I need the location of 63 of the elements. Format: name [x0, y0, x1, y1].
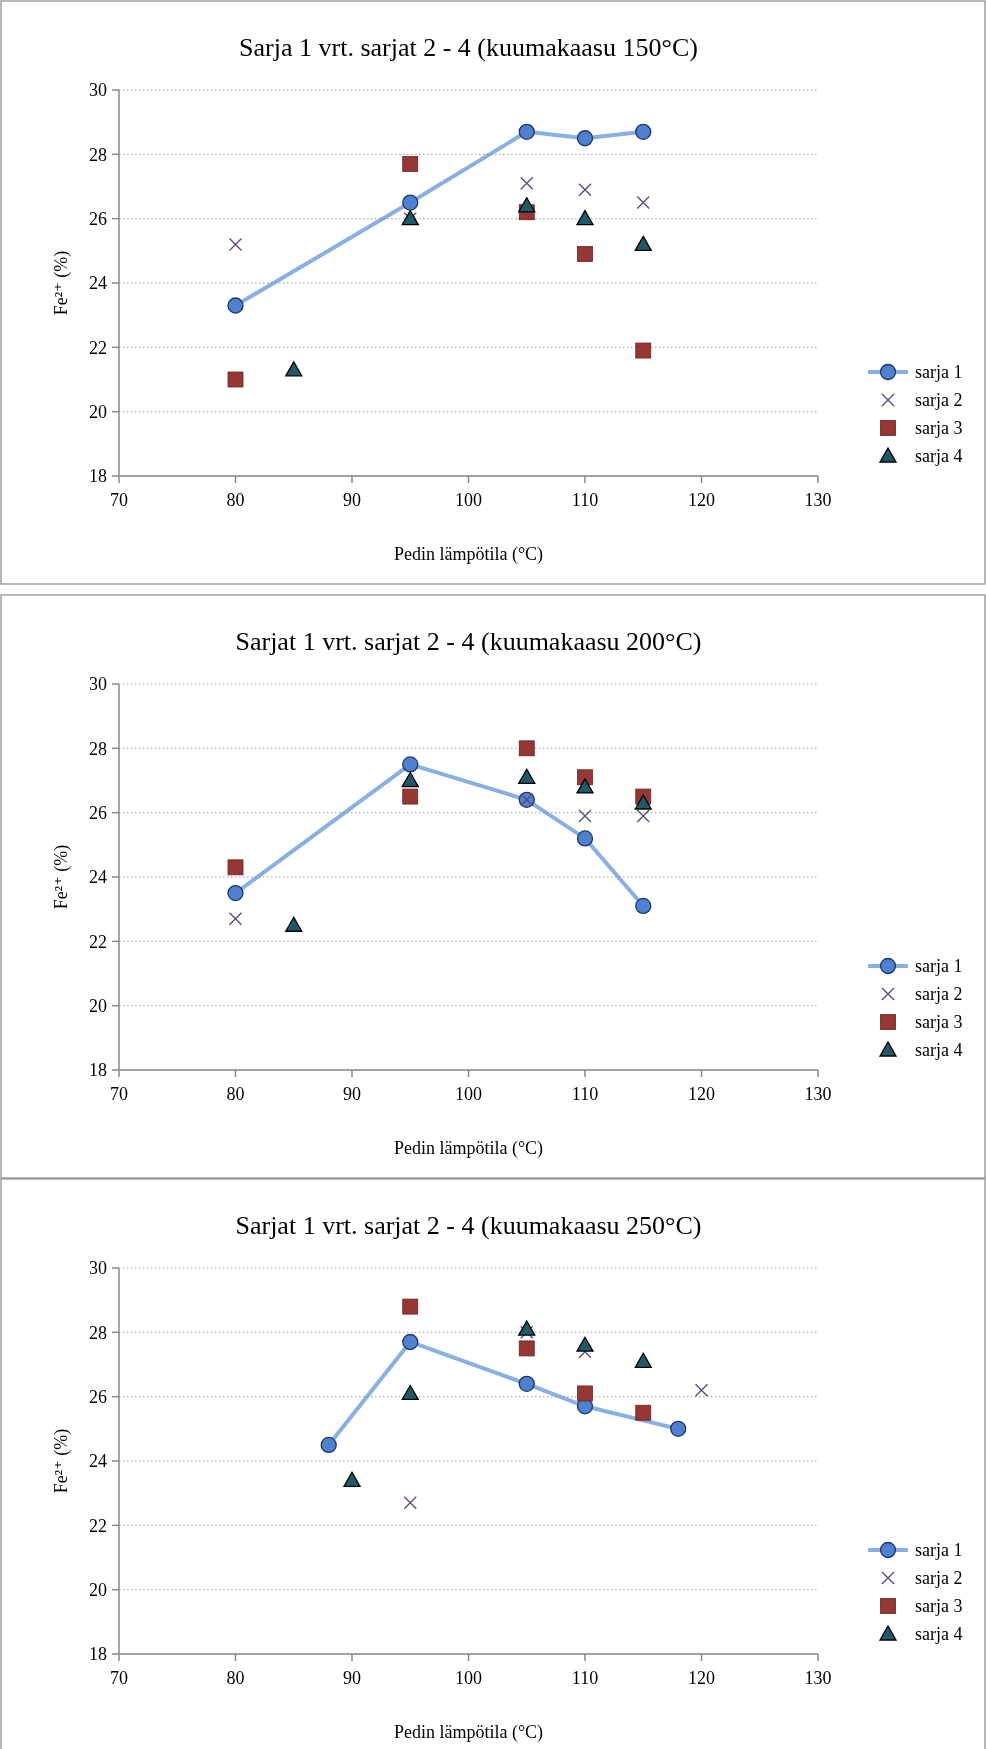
legend-label: sarja 1 — [915, 362, 963, 383]
x-tick-label: 130 — [804, 490, 832, 510]
legend-label: sarja 3 — [915, 1012, 963, 1033]
x-tick-label: 120 — [688, 490, 715, 510]
y-tick-label: 30 — [89, 80, 107, 101]
x-axis-title: Pedin lämpötila (°C) — [393, 544, 544, 565]
legend-label: sarja 4 — [915, 1624, 963, 1645]
y-tick-label: 22 — [89, 931, 107, 952]
x-tick-label: 120 — [688, 1668, 715, 1688]
chart-title: Sarjat 1 vrt. sarjat 2 - 4 (kuumakaasu 250°C) — [235, 1211, 702, 1240]
y-tick-label: 26 — [89, 802, 107, 823]
x-tick-label: 90 — [343, 1084, 361, 1104]
x-tick-label: 70 — [110, 490, 128, 510]
y-tick-label: 18 — [89, 466, 107, 487]
x-tick-label: 100 — [455, 1668, 482, 1688]
y-axis-title: Fe²⁺ (%) — [51, 1428, 72, 1494]
y-tick-label: 26 — [89, 208, 107, 229]
x-tick-label: 130 — [804, 1668, 832, 1688]
legend-label: sarja 3 — [915, 1596, 963, 1617]
x-tick-label: 80 — [226, 1668, 245, 1688]
y-tick-label: 18 — [89, 1060, 107, 1081]
x-tick-label: 110 — [571, 1084, 599, 1104]
y-tick-label: 24 — [89, 867, 107, 888]
y-tick-label: 30 — [89, 1258, 107, 1279]
y-tick-label: 28 — [89, 1322, 107, 1343]
x-tick-label: 80 — [226, 1084, 245, 1104]
y-axis-title: Fe²⁺ (%) — [51, 250, 72, 316]
y-tick-label: 30 — [89, 674, 107, 695]
y-tick-label: 28 — [89, 144, 107, 165]
y-tick-label: 22 — [89, 337, 107, 358]
chart-title: Sarja 1 vrt. sarjat 2 - 4 (kuumakaasu 150°C) — [239, 33, 698, 62]
chart-title: Sarjat 1 vrt. sarjat 2 - 4 (kuumakaasu 200°C) — [235, 627, 702, 656]
x-tick-label: 90 — [343, 490, 361, 510]
legend-label: sarja 2 — [915, 1568, 963, 1589]
y-tick-label: 20 — [89, 995, 107, 1016]
x-tick-label: 110 — [571, 490, 599, 510]
y-tick-label: 24 — [89, 1451, 107, 1472]
legend-label: sarja 3 — [915, 418, 963, 439]
y-tick-label: 20 — [89, 401, 107, 422]
y-tick-label: 20 — [89, 1579, 107, 1600]
legend-label: sarja 4 — [915, 446, 963, 467]
y-tick-label: 24 — [89, 273, 107, 294]
x-axis-title: Pedin lämpötila (°C) — [393, 1138, 544, 1159]
legend-label: sarja 2 — [915, 984, 963, 1005]
y-tick-label: 18 — [89, 1644, 107, 1665]
x-tick-label: 80 — [226, 490, 245, 510]
x-tick-label: 70 — [110, 1668, 128, 1688]
x-tick-label: 120 — [688, 1084, 715, 1104]
y-tick-label: 26 — [89, 1386, 107, 1407]
x-tick-label: 130 — [804, 1084, 832, 1104]
legend-label: sarja 4 — [915, 1040, 963, 1061]
legend-label: sarja 2 — [915, 390, 963, 411]
x-axis-title: Pedin lämpötila (°C) — [393, 1722, 544, 1743]
x-tick-label: 100 — [455, 1084, 482, 1104]
x-tick-label: 70 — [110, 1084, 128, 1104]
y-tick-label: 22 — [89, 1515, 107, 1536]
x-tick-label: 100 — [455, 490, 482, 510]
x-tick-label: 110 — [571, 1668, 599, 1688]
x-tick-label: 90 — [343, 1668, 361, 1688]
legend-label: sarja 1 — [915, 1540, 963, 1561]
y-axis-title: Fe²⁺ (%) — [51, 844, 72, 910]
legend-label: sarja 1 — [915, 956, 963, 977]
y-tick-label: 28 — [89, 738, 107, 759]
